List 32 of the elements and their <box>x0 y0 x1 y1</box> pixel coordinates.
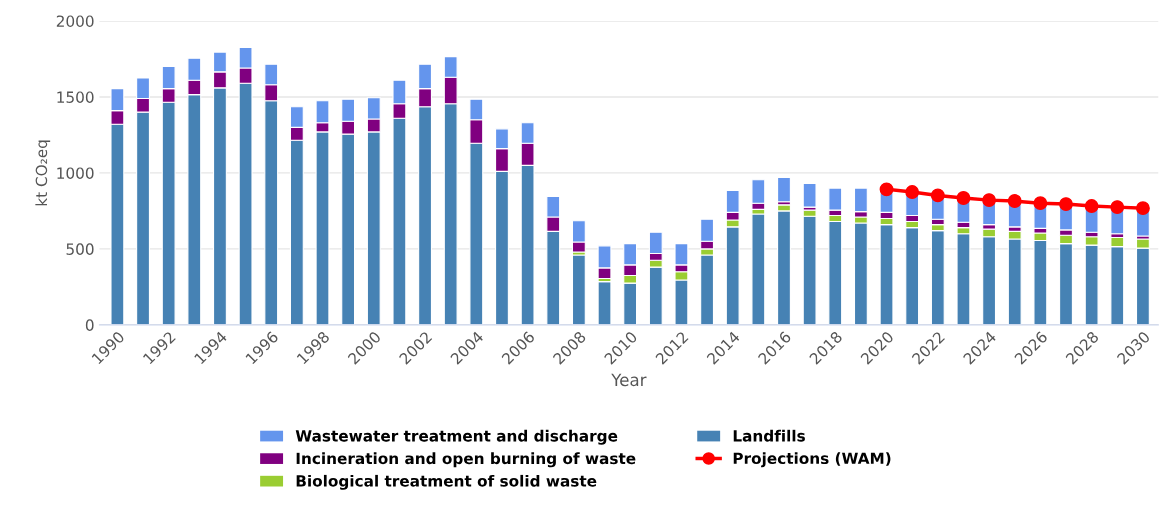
bar <box>777 176 791 203</box>
point <box>879 182 894 197</box>
point <box>1033 196 1048 211</box>
point <box>1084 199 1099 213</box>
bar <box>853 222 868 325</box>
legend-label: Wastewater treatment and discharge <box>295 429 618 445</box>
point <box>1059 197 1073 212</box>
point <box>956 191 971 205</box>
bar <box>802 215 817 325</box>
legend-label: Incineration and open burning of waste <box>296 452 636 468</box>
y-tick-label: 2000 <box>56 15 94 27</box>
y-tick-label: 500 <box>66 243 94 255</box>
y-tick-label: 0 <box>85 319 94 331</box>
bar <box>700 254 715 325</box>
y-axis-title: kt CO₂eq <box>35 140 51 206</box>
bar <box>751 213 766 325</box>
legend-label: Landfills <box>733 429 805 442</box>
y-tick-label: 1000 <box>57 167 94 179</box>
point <box>905 185 920 200</box>
point <box>1135 201 1150 216</box>
bar <box>571 254 586 325</box>
bar <box>597 281 612 325</box>
legend-label: Projections (WAM) <box>733 452 891 468</box>
point <box>1110 200 1125 215</box>
point <box>1007 194 1022 208</box>
y-tick-label: 1500 <box>57 91 94 103</box>
bar <box>802 183 817 208</box>
legend-label: Biological treatment of solid waste <box>296 474 597 490</box>
x-axis-title: Year <box>611 373 647 387</box>
point <box>930 188 945 203</box>
point <box>982 193 997 208</box>
bar <box>828 220 843 325</box>
